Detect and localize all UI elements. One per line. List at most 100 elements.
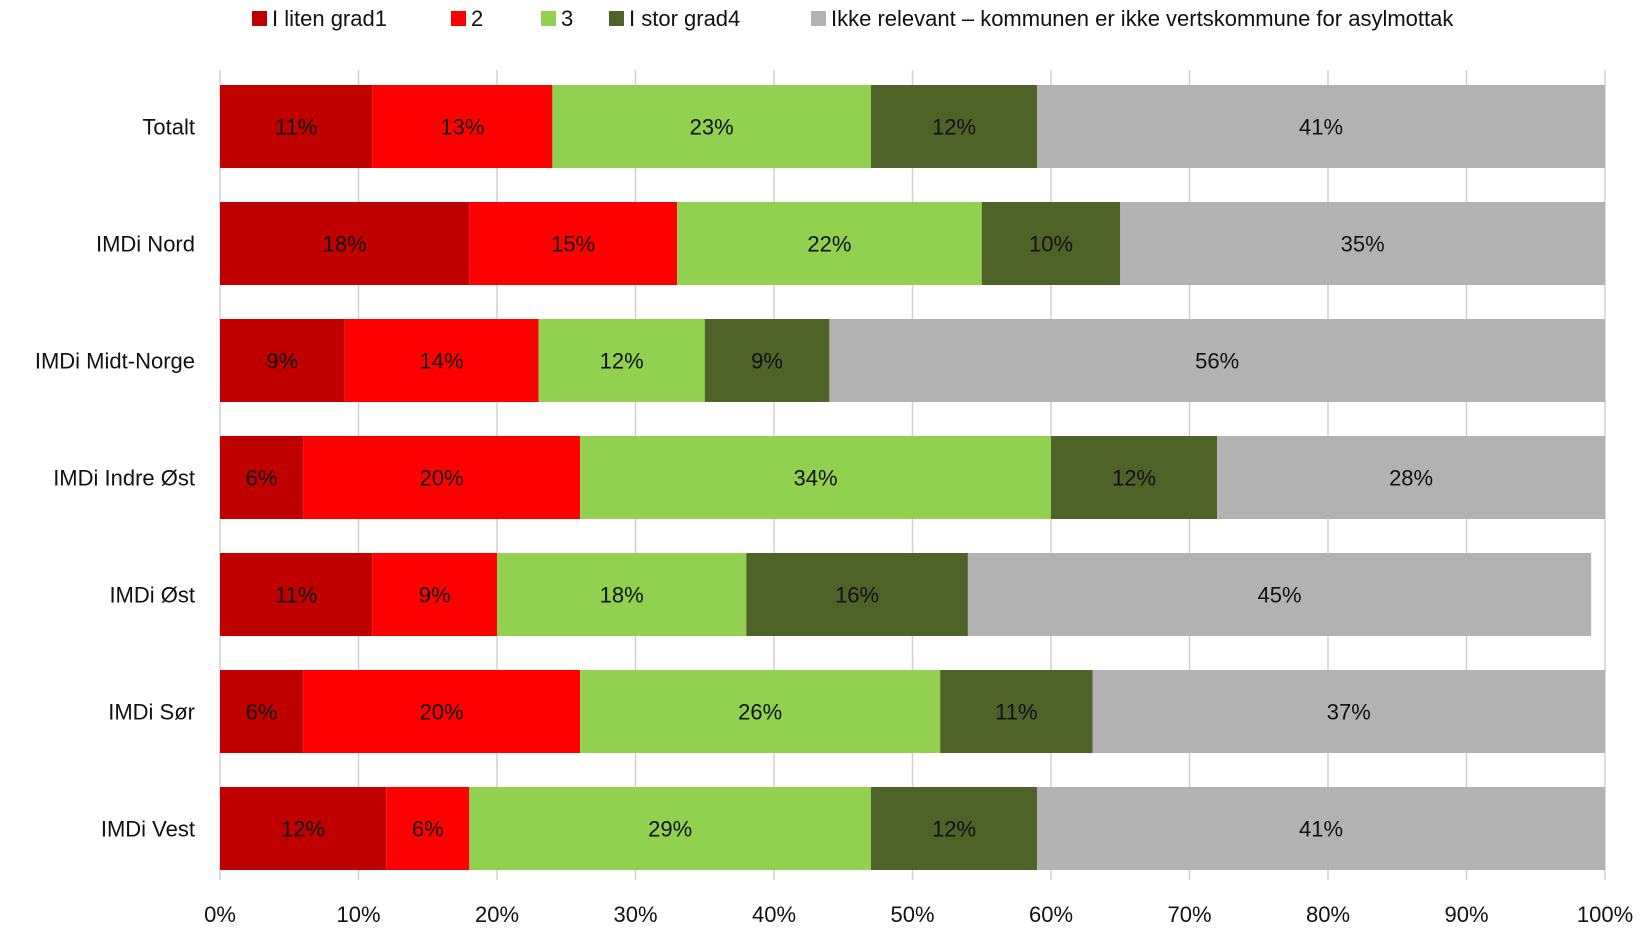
- category-label: IMDi Indre Øst: [53, 466, 195, 491]
- data-label: 10%: [1029, 232, 1073, 257]
- bar-segment: [1037, 85, 1605, 168]
- x-tick-label: 80%: [1306, 902, 1350, 927]
- legend-item: 3: [541, 6, 573, 31]
- data-label: 14%: [420, 349, 464, 374]
- legend-item: Ikke relevant – kommunen er ikke vertsko…: [811, 6, 1454, 31]
- category-label: Totalt: [142, 115, 195, 140]
- bar-row: 12% 6% 29% 12% 41%: [220, 787, 1605, 870]
- bar-segment: [220, 319, 345, 402]
- bar-segment: [372, 85, 553, 168]
- legend-swatch: [451, 11, 466, 26]
- data-label: 41%: [1299, 115, 1343, 140]
- legend-item: I liten grad1: [252, 6, 387, 31]
- data-label: 26%: [738, 700, 782, 725]
- bar-row: 9% 14% 12% 9% 56%: [220, 319, 1605, 402]
- bar-segment: [580, 670, 941, 753]
- bar-segment: [1051, 436, 1218, 519]
- data-label: 11%: [995, 700, 1037, 725]
- bar-row: 6% 20% 26% 11% 37%: [220, 670, 1605, 753]
- x-tick-label: 70%: [1167, 902, 1211, 927]
- category-label: IMDi Sør: [108, 700, 195, 725]
- legend-label: Ikke relevant – kommunen er ikke vertsko…: [831, 6, 1454, 31]
- data-label: 12%: [1112, 466, 1156, 491]
- bar-row: 11% 13% 23% 12% 41%: [220, 85, 1605, 168]
- data-label: 6%: [412, 817, 444, 842]
- legend-label: I stor grad4: [629, 6, 740, 31]
- data-label: 6%: [246, 700, 278, 725]
- category-axis: Totalt IMDi Nord IMDi Midt-Norge IMDi Indre…: [35, 115, 195, 842]
- data-label: 12%: [600, 349, 644, 374]
- legend-swatch: [541, 11, 556, 26]
- x-tick-label: 100%: [1577, 902, 1633, 927]
- data-label: 34%: [794, 466, 838, 491]
- bar-segment: [220, 85, 373, 168]
- bar-row: 11% 9% 18% 16% 45%: [220, 553, 1592, 636]
- legend-item: I stor grad4: [609, 6, 740, 31]
- value-axis: 0% 10% 20% 30% 40% 50% 60% 70% 80% 90% 100%: [204, 902, 1633, 927]
- bar-segment: [538, 319, 705, 402]
- bar-segment: [1092, 670, 1605, 753]
- bars: 11% 13% 23% 12% 41%18% 15% 22% 10% 35%9% 14% 12% 9%…: [220, 85, 1605, 870]
- data-label: 12%: [932, 817, 976, 842]
- data-label: 9%: [266, 349, 298, 374]
- bar-segment: [220, 436, 304, 519]
- bar-segment: [746, 553, 968, 636]
- legend-label: 3: [561, 6, 573, 31]
- x-tick-label: 0%: [204, 902, 236, 927]
- data-label: 20%: [420, 700, 464, 725]
- legend-label: 2: [471, 6, 483, 31]
- x-tick-label: 30%: [613, 902, 657, 927]
- bar-row: 6% 20% 34% 12% 28%: [220, 436, 1605, 519]
- x-tick-label: 90%: [1444, 902, 1488, 927]
- bar-segment: [303, 670, 581, 753]
- bar-segment: [386, 787, 470, 870]
- bar-segment: [220, 202, 470, 285]
- bar-segment: [870, 85, 1038, 168]
- bar-segment: [940, 670, 1093, 753]
- data-label: 9%: [751, 349, 783, 374]
- bar-segment: [981, 202, 1121, 285]
- data-label: 6%: [246, 466, 278, 491]
- bar-segment: [497, 553, 747, 636]
- bar-segment: [469, 787, 871, 870]
- data-label: 35%: [1341, 232, 1385, 257]
- bar-segment: [677, 202, 982, 285]
- bar-segment: [704, 319, 830, 402]
- data-label: 11%: [275, 583, 317, 608]
- bar-segment: [1037, 787, 1605, 870]
- x-tick-label: 60%: [1029, 902, 1073, 927]
- data-label: 18%: [323, 232, 367, 257]
- bar-segment: [580, 436, 1051, 519]
- legend: I liten grad1 2 3 I stor grad4 Ikke relevant…: [252, 6, 1454, 31]
- data-label: 13%: [440, 115, 484, 140]
- data-label: 29%: [648, 817, 692, 842]
- bar-segment: [372, 553, 497, 636]
- data-label: 41%: [1299, 817, 1343, 842]
- bar-segment: [220, 787, 387, 870]
- legend-swatch: [252, 11, 267, 26]
- category-label: IMDi Øst: [109, 583, 195, 608]
- legend-swatch: [609, 11, 624, 26]
- bar-segment: [220, 670, 304, 753]
- bar-segment: [870, 787, 1038, 870]
- bar-segment: [303, 436, 581, 519]
- data-label: 12%: [281, 817, 325, 842]
- bar-segment: [344, 319, 539, 402]
- data-label: 56%: [1195, 349, 1239, 374]
- category-label: IMDi Nord: [96, 232, 195, 257]
- data-label: 11%: [275, 115, 317, 140]
- bar-segment: [967, 553, 1592, 636]
- data-label: 12%: [932, 115, 976, 140]
- bar-row: 18% 15% 22% 10% 35%: [220, 202, 1605, 285]
- data-label: 22%: [807, 232, 851, 257]
- x-tick-label: 40%: [752, 902, 796, 927]
- bar-segment: [552, 85, 871, 168]
- data-label: 45%: [1258, 583, 1302, 608]
- bar-segment: [1120, 202, 1605, 285]
- legend-item: 2: [451, 6, 483, 31]
- x-tick-label: 20%: [475, 902, 519, 927]
- bar-segment: [829, 319, 1605, 402]
- bar-segment: [469, 202, 678, 285]
- legend-swatch: [811, 11, 826, 26]
